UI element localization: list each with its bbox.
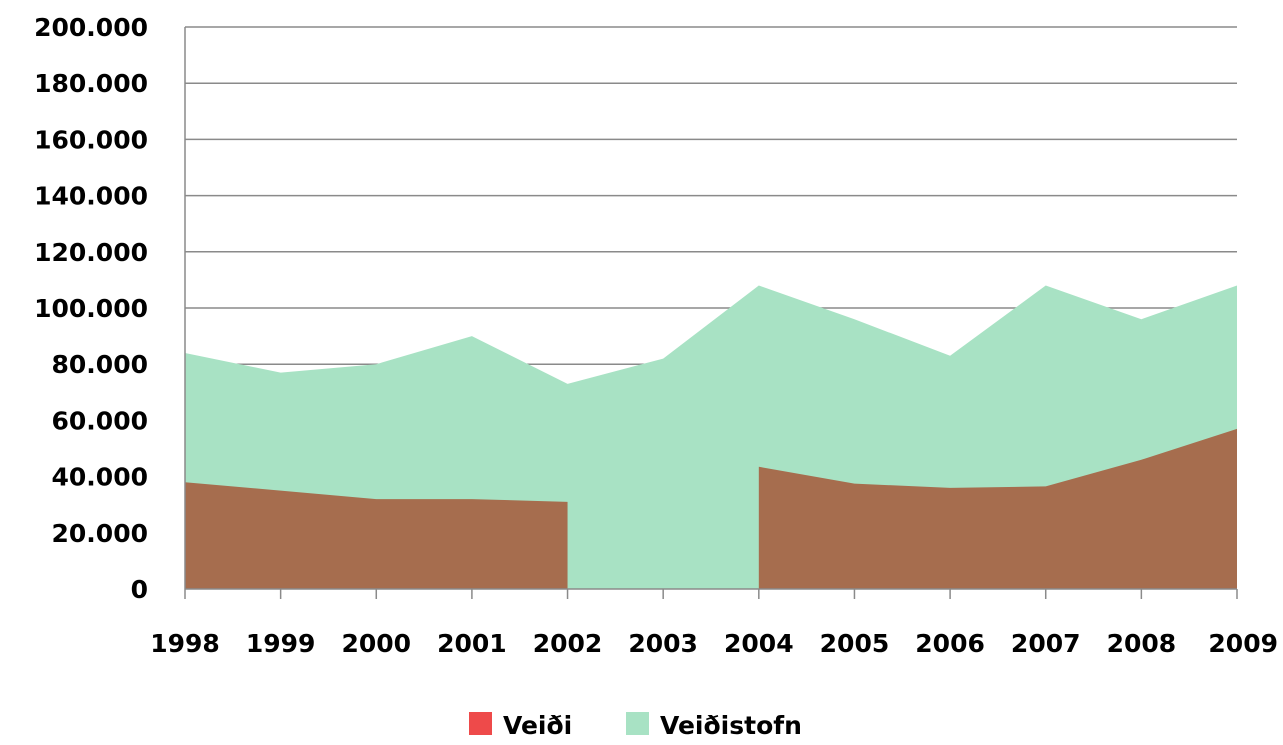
legend-swatch-veidistofn bbox=[626, 712, 649, 735]
y-tick-label-4: 80.000 bbox=[52, 350, 148, 379]
y-tick-label-9: 180.000 bbox=[34, 69, 148, 98]
x-tick-label-2007: 2007 bbox=[1011, 629, 1081, 658]
y-tick-label-5: 100.000 bbox=[34, 294, 148, 323]
y-tick-label-3: 60.000 bbox=[52, 406, 148, 435]
x-tick-label-1999: 1999 bbox=[246, 629, 316, 658]
y-tick-label-2: 40.000 bbox=[52, 463, 148, 492]
x-tick-label-2000: 2000 bbox=[341, 629, 411, 658]
y-tick-label-1: 20.000 bbox=[52, 519, 148, 548]
series-area-vei-i-1 bbox=[758, 428, 1237, 589]
series-area-vei-i-0 bbox=[185, 482, 568, 589]
legend-swatch-veidi bbox=[469, 712, 492, 735]
x-tick-label-2008: 2008 bbox=[1107, 629, 1177, 658]
y-tick-labels: 0 20.000 40.000 60.000 80.000 100.000 120.000 1… bbox=[34, 13, 148, 604]
x-tick-label-2002: 2002 bbox=[533, 629, 603, 658]
legend-label-veidi: Veiði bbox=[503, 711, 572, 740]
legend-label-veidistofn: Veiðistofn bbox=[660, 711, 802, 740]
y-tick-label-8: 160.000 bbox=[34, 125, 148, 154]
legend: Veiði Veiðistofn bbox=[469, 711, 802, 740]
y-tick-label-0: 0 bbox=[131, 575, 148, 604]
x-tick-label-2006: 2006 bbox=[915, 629, 985, 658]
axes bbox=[184, 27, 1238, 599]
series-areas bbox=[185, 285, 1237, 589]
y-tick-label-6: 120.000 bbox=[34, 238, 148, 267]
x-tick-labels: 1998 1999 2000 2001 2002 2003 2004 2005 2006 2007… bbox=[150, 629, 1278, 658]
y-tick-label-10: 200.000 bbox=[34, 13, 148, 42]
x-tick-label-2003: 2003 bbox=[628, 629, 698, 658]
x-tick-label-2009: 2009 bbox=[1208, 629, 1278, 658]
x-tick-label-2001: 2001 bbox=[437, 629, 507, 658]
x-tick-label-1998: 1998 bbox=[150, 629, 220, 658]
y-tick-label-7: 140.000 bbox=[34, 182, 148, 211]
x-tick-label-2004: 2004 bbox=[724, 629, 794, 658]
x-tick-label-2005: 2005 bbox=[820, 629, 890, 658]
